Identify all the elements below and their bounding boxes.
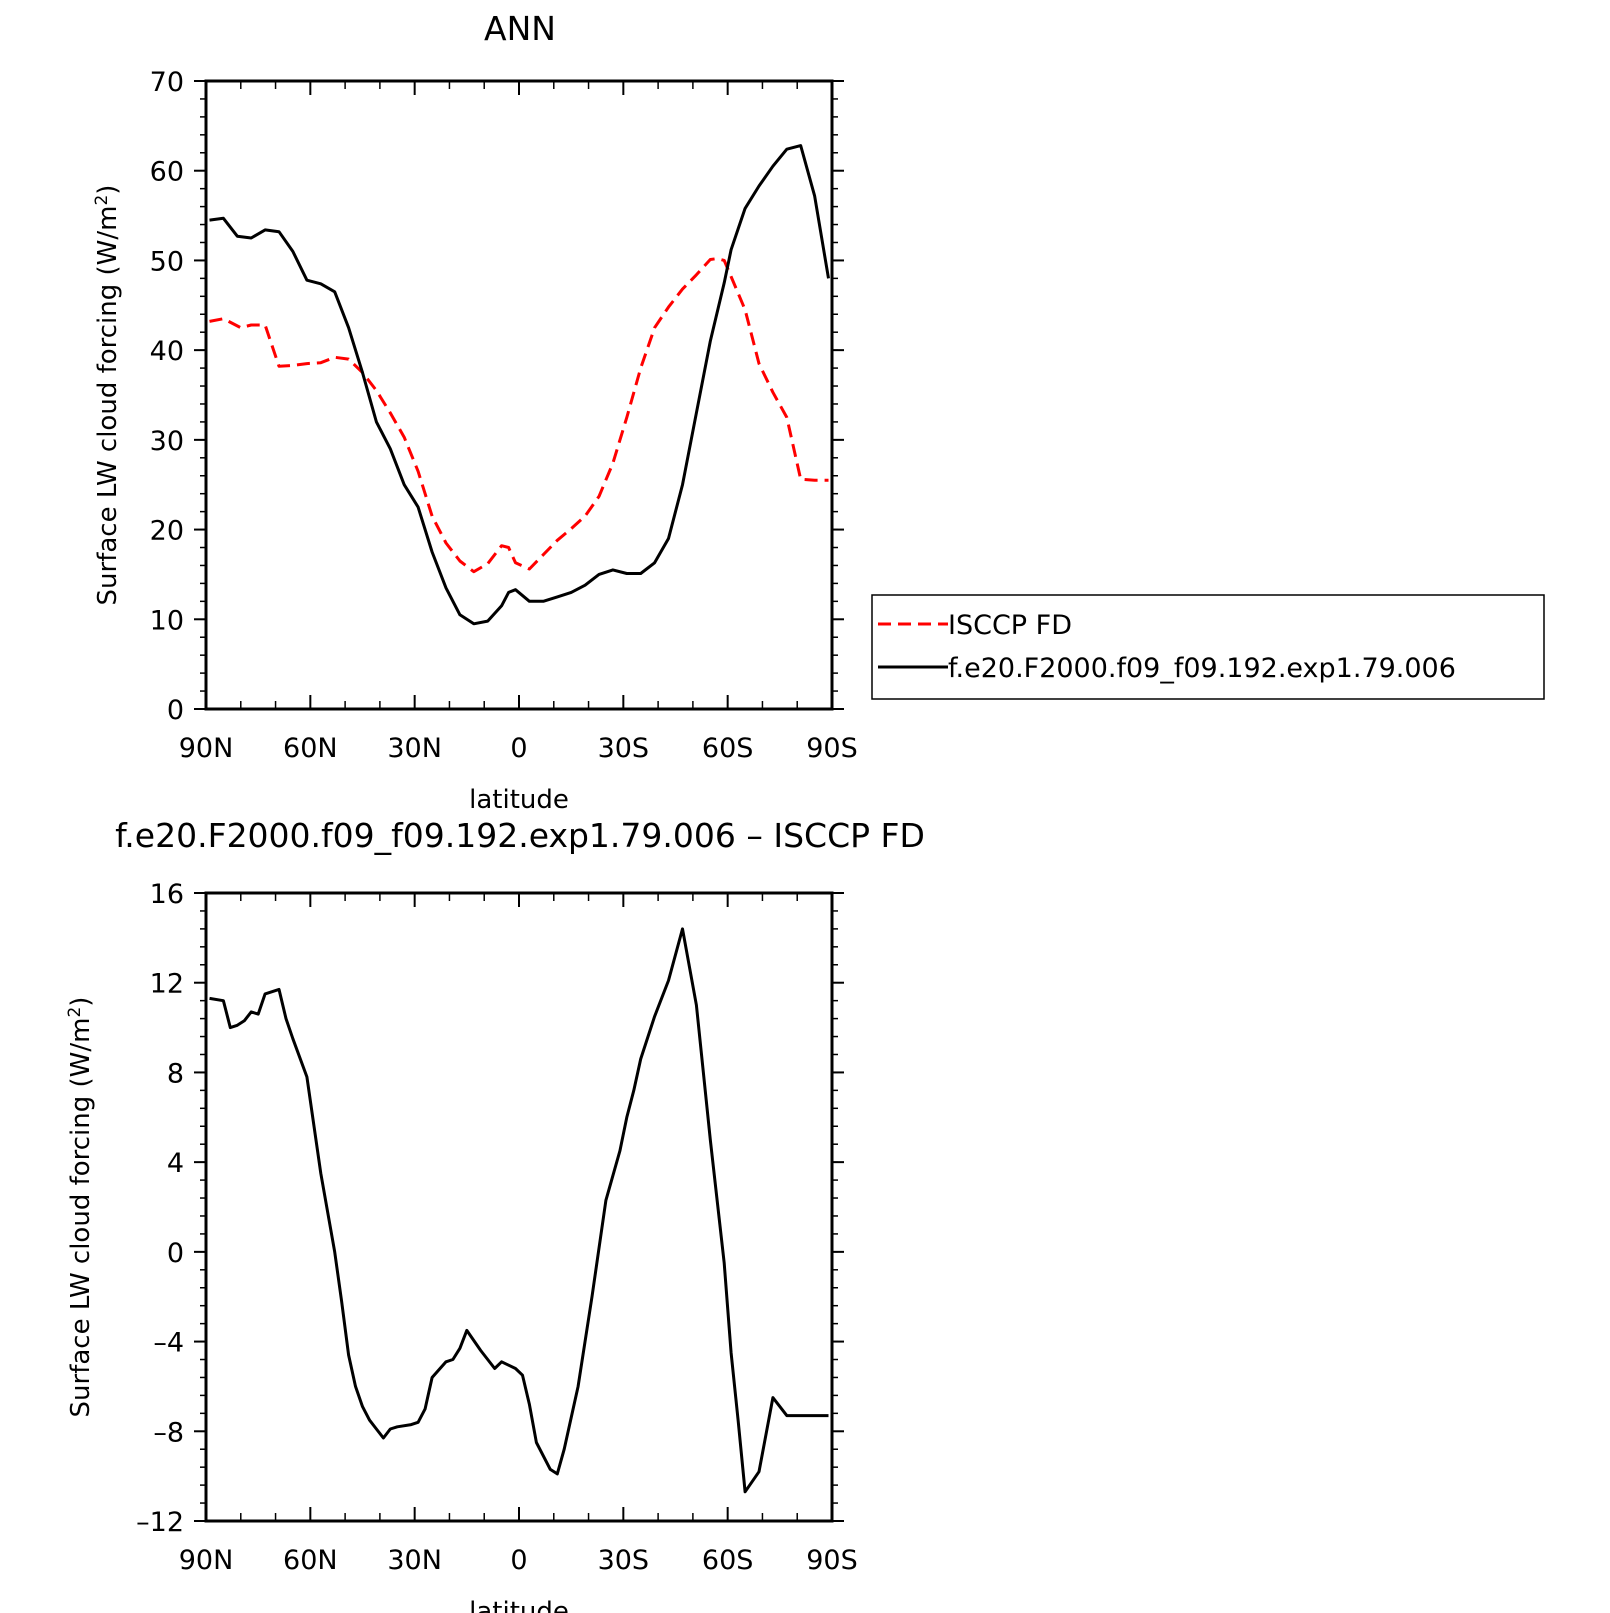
- bottom-y-tick-label: 16: [150, 879, 184, 910]
- top-x-axis-label: latitude: [469, 785, 569, 815]
- top-y-tick-label: 50: [150, 246, 184, 277]
- bottom-x-tick-label: 90N: [179, 1545, 234, 1576]
- bottom-series-line-0: [209, 927, 829, 1494]
- bottom-x-tick-label: 60N: [283, 1545, 338, 1576]
- legend-label-isccp: ISCCP FD: [948, 610, 1072, 641]
- bottom-y-tick-label: 0: [167, 1238, 184, 1269]
- bottom-y-tick-label: 8: [167, 1058, 184, 1089]
- top-plot-frame: [204, 79, 834, 711]
- top-y-tick-label: 70: [150, 67, 184, 98]
- top-y-tick-label: 0: [167, 695, 184, 726]
- top-series-line-1: [209, 144, 830, 626]
- bottom-y-tick-label: 12: [150, 969, 184, 1000]
- top-x-tick-label: 90S: [806, 733, 858, 764]
- bottom-y-tick-label: –4: [153, 1328, 184, 1359]
- top-x-tick-label: 30N: [387, 733, 442, 764]
- bottom-x-axis-label: latitude: [469, 1597, 569, 1613]
- legend-box: [871, 594, 1545, 700]
- top-chart-panel: ANN 90N 60N 30N 0 30S 60S 90S 0 10 20 30 40 50 60 70 l…: [92, 9, 858, 815]
- top-y-tick-label: 60: [150, 157, 184, 188]
- top-y-tick-label: 40: [150, 336, 184, 367]
- bottom-chart-panel: f.e20.F2000.f09_f09.192.exp1.79.006 – IS…: [65, 816, 925, 1613]
- bottom-x-tick-label: 90S: [806, 1545, 858, 1576]
- bottom-y-tick-label: –12: [136, 1507, 184, 1538]
- top-y-tick-label: 10: [150, 605, 184, 636]
- bottom-y-tick-label: 4: [167, 1148, 184, 1179]
- top-x-tick-label: 30S: [598, 733, 650, 764]
- bottom-y-axis-label: Surface LW cloud forcing (W/m2): [65, 997, 96, 1418]
- top-x-tick-label: 60S: [702, 733, 754, 764]
- top-y-tick-label: 20: [150, 516, 184, 547]
- top-chart-title: ANN: [484, 9, 556, 48]
- bottom-y-tick-label: –8: [153, 1417, 184, 1448]
- legend-label-model: f.e20.F2000.f09_f09.192.exp1.79.006: [948, 653, 1456, 684]
- legend: ISCCP FD f.e20.F2000.f09_f09.192.exp1.79…: [871, 594, 1545, 700]
- top-x-tick-label: 60N: [283, 733, 338, 764]
- bottom-x-tick-label: 60S: [702, 1545, 754, 1576]
- bottom-x-tick-label: 30S: [598, 1545, 650, 1576]
- top-x-tick-label: 0: [510, 733, 527, 764]
- bottom-x-tick-label: 0: [510, 1545, 527, 1576]
- bottom-x-tick-label: 30N: [387, 1545, 442, 1576]
- top-y-tick-label: 30: [150, 426, 184, 457]
- bottom-chart-title: f.e20.F2000.f09_f09.192.exp1.79.006 – IS…: [115, 816, 925, 855]
- top-y-axis-label: Surface LW cloud forcing (W/m2): [92, 185, 123, 606]
- top-series-line-0: [209, 257, 829, 574]
- top-x-tick-label: 90N: [179, 733, 234, 764]
